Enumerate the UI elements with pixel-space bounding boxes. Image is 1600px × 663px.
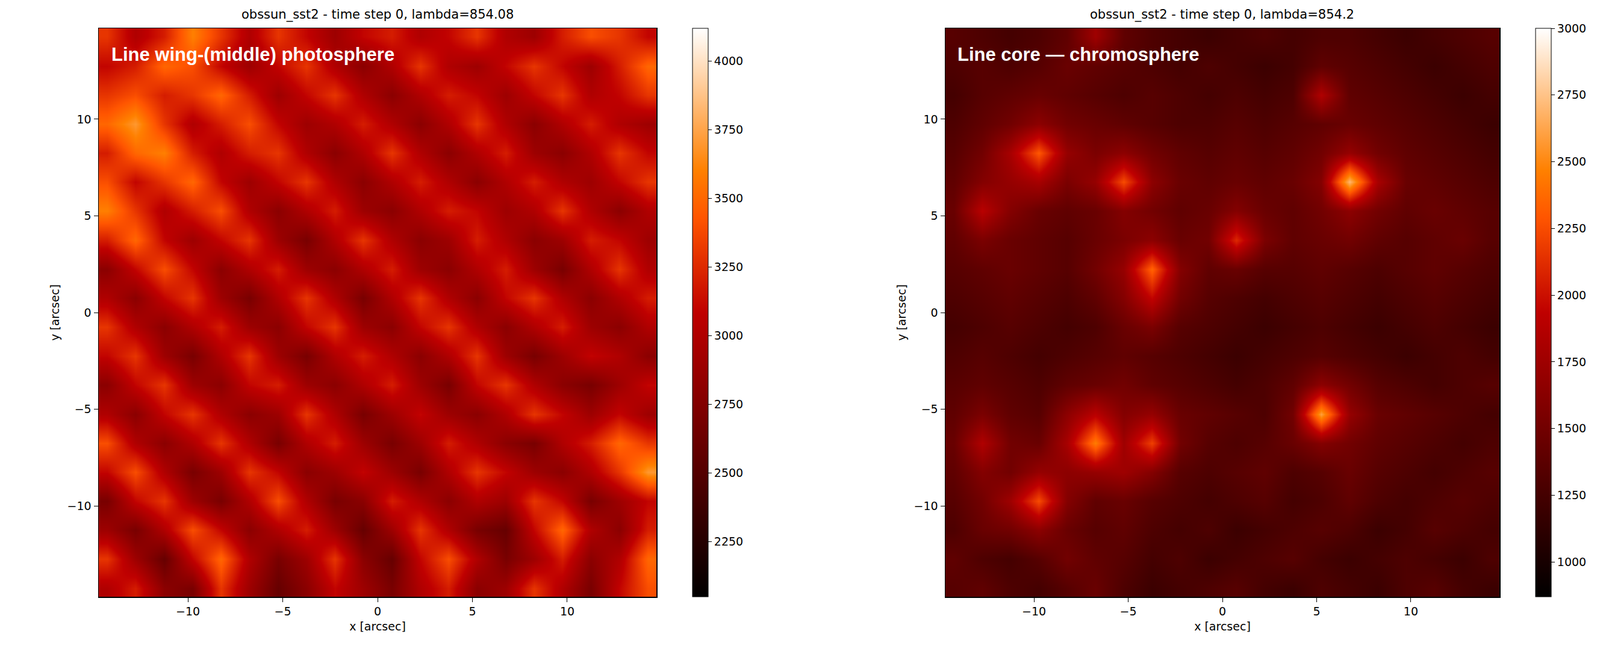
- svg-text:y [arcsec]: y [arcsec]: [48, 284, 62, 341]
- svg-text:3750: 3750: [714, 122, 744, 137]
- svg-text:5: 5: [1312, 604, 1320, 618]
- svg-text:−5: −5: [1120, 604, 1137, 618]
- svg-text:1500: 1500: [1557, 421, 1587, 435]
- svg-text:0: 0: [930, 305, 939, 320]
- svg-text:1000: 1000: [1557, 555, 1587, 569]
- svg-text:5: 5: [468, 604, 476, 618]
- svg-text:Line wing-(middle) photosphere: Line wing-(middle) photosphere: [111, 43, 395, 66]
- svg-text:Line core — chromosphere: Line core — chromosphere: [957, 43, 1199, 66]
- svg-text:x [arcsec]: x [arcsec]: [349, 619, 406, 633]
- svg-text:5: 5: [930, 208, 939, 223]
- svg-text:4000: 4000: [714, 54, 744, 68]
- svg-text:−10: −10: [175, 604, 200, 618]
- svg-text:5: 5: [84, 208, 92, 223]
- svg-text:y [arcsec]: y [arcsec]: [894, 284, 909, 341]
- svg-text:3500: 3500: [714, 191, 744, 205]
- svg-text:10: 10: [923, 112, 939, 126]
- svg-text:2500: 2500: [1557, 154, 1587, 169]
- svg-text:2750: 2750: [1557, 87, 1587, 102]
- svg-text:−10: −10: [67, 499, 92, 513]
- svg-text:0: 0: [1218, 604, 1227, 618]
- svg-text:0: 0: [84, 305, 92, 320]
- svg-text:1250: 1250: [1557, 488, 1587, 502]
- svg-text:2250: 2250: [714, 534, 744, 548]
- svg-text:2000: 2000: [1557, 288, 1587, 302]
- svg-text:−5: −5: [274, 604, 292, 618]
- svg-text:−5: −5: [921, 402, 939, 416]
- svg-text:−5: −5: [74, 402, 92, 416]
- svg-text:10: 10: [77, 112, 92, 126]
- svg-text:3000: 3000: [714, 328, 744, 343]
- svg-text:3250: 3250: [714, 260, 744, 274]
- svg-text:1750: 1750: [1557, 355, 1587, 369]
- svg-text:10: 10: [1403, 604, 1419, 618]
- svg-text:10: 10: [560, 604, 575, 618]
- svg-text:obssun_sst2 - time step 0, lam: obssun_sst2 - time step 0, lambda=854.2: [1089, 7, 1355, 23]
- svg-text:2500: 2500: [714, 466, 744, 480]
- svg-text:3000: 3000: [1557, 21, 1587, 35]
- svg-text:−10: −10: [914, 499, 939, 513]
- svg-text:obssun_sst2 - time step 0, lam: obssun_sst2 - time step 0, lambda=854.08: [241, 7, 514, 23]
- svg-text:2250: 2250: [1557, 221, 1587, 235]
- svg-text:x [arcsec]: x [arcsec]: [1194, 619, 1251, 633]
- svg-text:0: 0: [373, 604, 382, 618]
- svg-text:2750: 2750: [714, 397, 744, 411]
- svg-text:−10: −10: [1021, 604, 1046, 618]
